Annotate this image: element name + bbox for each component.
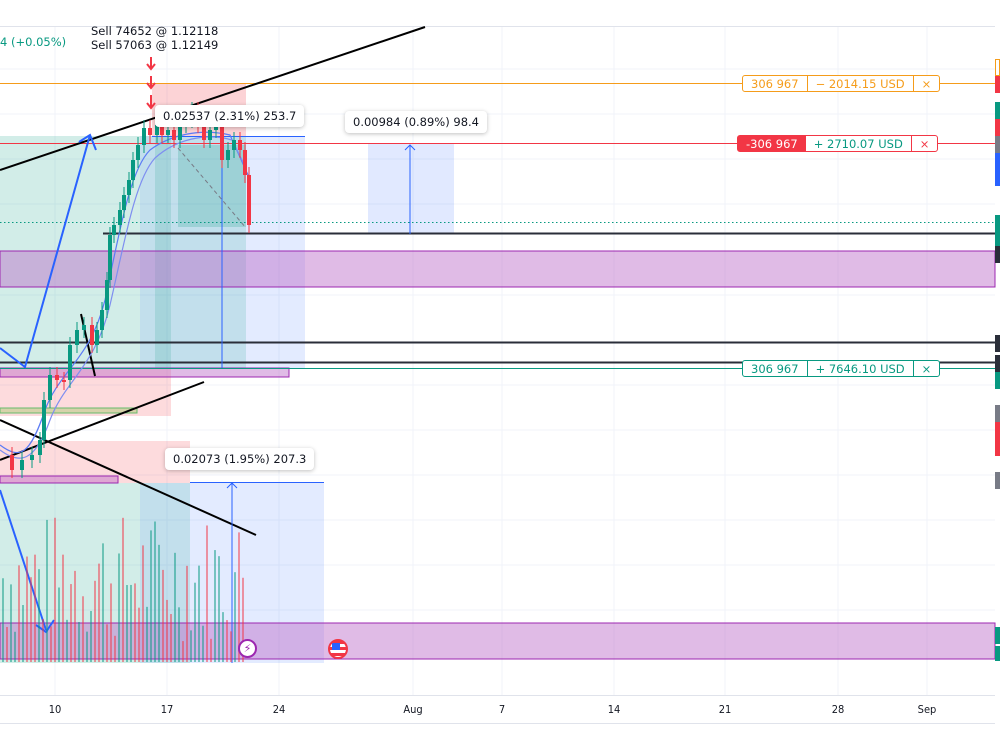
short-profit-zone (140, 136, 246, 368)
price-scale-marker-orange (995, 59, 1000, 76)
order-pnl: + 7646.10 USD (806, 361, 913, 376)
price-scale-marker-last-price (995, 215, 1000, 246)
close-icon[interactable]: × (912, 76, 940, 91)
flag-canton (332, 643, 340, 650)
sell-markers (146, 57, 156, 110)
close-icon[interactable]: × (910, 136, 938, 151)
take-profit-order-pill[interactable]: 306 967 − 2014.15 USD × (742, 75, 941, 92)
time-axis-label: Aug (403, 703, 423, 716)
measure-arrow-2 (404, 144, 416, 151)
price-scale-marker-gray-2 (995, 405, 1000, 422)
trendline-middle[interactable] (0, 381, 205, 461)
order-qty: 306 967 (751, 361, 799, 376)
time-axis-label: 24 (272, 703, 286, 716)
time-axis-label: Sep (917, 703, 937, 716)
volume-bars (2, 517, 244, 662)
position-pnl: + 2710.07 USD (813, 136, 903, 151)
close-icon[interactable]: × (912, 361, 940, 376)
purple-zone-2[interactable] (0, 367, 290, 378)
arrow-head-upper (78, 133, 97, 151)
price-scale-marker-dark (995, 246, 1000, 263)
price-scale-marker-red (995, 76, 1000, 93)
price-scale-marker-gray-3 (995, 472, 1000, 489)
price-change-text: 4 (+0.05%) (0, 35, 67, 49)
measure-label-1: 0.02537 (2.31%) 253.7 (155, 105, 305, 127)
price-range-zone-right[interactable] (368, 144, 454, 234)
time-axis-label: 21 (718, 703, 732, 716)
long-position-profit-zone[interactable] (0, 136, 140, 368)
measure-label-3: 0.02073 (1.95%) 207.3 (165, 448, 315, 470)
trade-annotation-2: Sell 57063 @ 1.12149 (91, 38, 219, 52)
lower-overlap (140, 483, 190, 663)
short-inner-zone (178, 145, 246, 227)
overlap-zone (155, 136, 171, 368)
position-qty: -306 967 (738, 136, 806, 151)
flash-event-icon[interactable]: ⚡ (238, 639, 257, 658)
green-zone[interactable] (0, 407, 138, 414)
time-axis-label: 17 (160, 703, 174, 716)
us-flag-event-icon[interactable] (328, 639, 348, 659)
measure-label-2: 0.00984 (0.89%) 98.4 (345, 111, 487, 133)
price-scale-marker-dark-3 (995, 355, 1000, 372)
position-pill[interactable]: -306 967 + 2710.07 USD × (737, 135, 939, 152)
time-axis-label: 7 (498, 703, 506, 716)
stop-order-pill[interactable]: 306 967 + 7646.10 USD × (742, 360, 941, 377)
purple-zone-1[interactable] (0, 250, 996, 288)
time-axis-label: 28 (831, 703, 845, 716)
price-scale-marker-gray (995, 136, 1000, 153)
price-scale-marker-green (995, 102, 1000, 119)
price-scale-marker-dark-2 (995, 335, 1000, 352)
dashed-trajectory (177, 147, 247, 229)
purple-zone-volume[interactable] (0, 622, 996, 660)
order-qty: 306 967 (751, 76, 799, 91)
elliott-path-upper[interactable] (0, 134, 91, 369)
price-scale-marker-blue (995, 153, 1000, 186)
price-scale-marker-green-2 (995, 372, 1000, 389)
time-axis-label: 10 (48, 703, 62, 716)
trendline-short[interactable] (80, 313, 96, 377)
measure-arrow-3 (226, 482, 238, 489)
purple-zone-3[interactable] (0, 475, 119, 484)
price-scale-marker-red-2 (995, 119, 1000, 136)
time-axis-label: 14 (607, 703, 621, 716)
trendline-upper[interactable] (0, 26, 426, 171)
price-scale-marker-red-3 (995, 422, 1000, 456)
order-pnl: − 2014.15 USD (806, 76, 913, 91)
volume-scale-marker-1 (995, 627, 1000, 644)
volume-scale-marker-2 (995, 646, 1000, 661)
trade-annotation-1: Sell 74652 @ 1.12118 (91, 24, 219, 38)
